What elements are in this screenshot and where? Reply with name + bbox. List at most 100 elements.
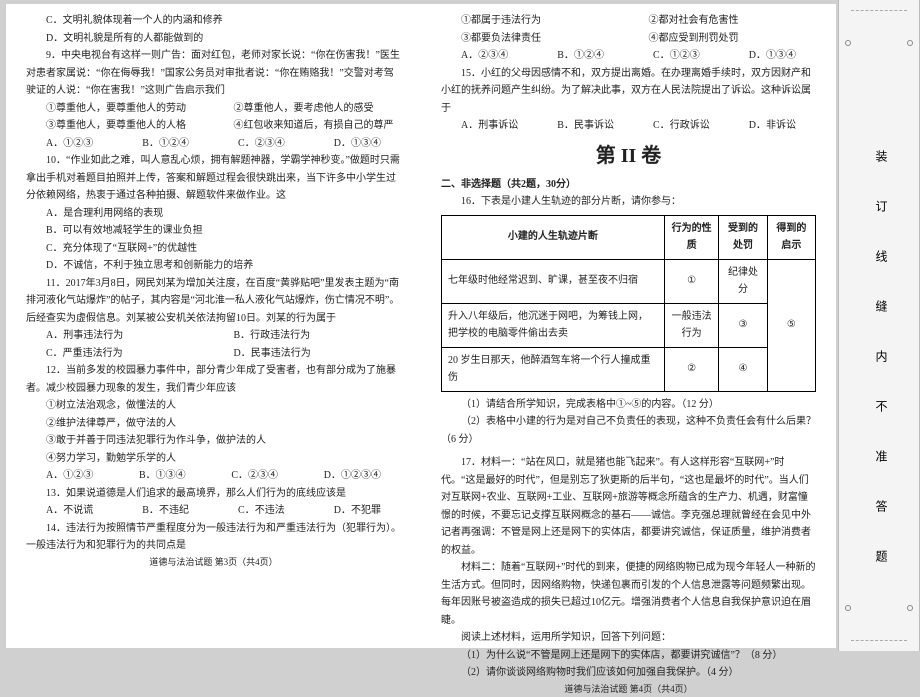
binding-strip: 装 订 线 缝 内 不 准 答 题 <box>838 0 920 651</box>
r2c2: 一般违法行为 <box>664 303 719 347</box>
bind-l7: 答 <box>873 500 890 512</box>
q14-row1: ①都属于违法行为 ②都对社会有危害性 <box>441 12 816 30</box>
page4-footer: 道德与法治试题 第4页（共4页） <box>441 682 816 697</box>
q14-options: A．②③④ B．①②④ C．①②③ D．①③④ <box>441 47 816 65</box>
page-3: C．文明礼貌体现着一个人的内涵和修养 D．文明礼貌是所有的人都能做到的 9．中央… <box>6 4 421 648</box>
q11-A: A．刑事违法行为 <box>26 327 214 345</box>
page3-footer: 道德与法治试题 第3页（共4页） <box>26 555 401 571</box>
q17-m2: 材料二：随着“互联网+”时代的到来，便捷的网络购物已成为现今年轻人一种新的生活方… <box>441 559 816 629</box>
q16-sub1: （1）请结合所学知识，完成表格中①~⑤的内容。（12 分） <box>441 396 816 414</box>
q14-o1: ①都属于违法行为 <box>441 12 629 30</box>
q13-B: B．不违纪 <box>142 502 189 520</box>
q9-B: B．①②④ <box>142 135 189 153</box>
q13-options: A．不说谎 B．不违纪 C．不违法 D．不犯罪 <box>26 502 401 520</box>
q12-1: ①树立法治观念，做懂法的人 <box>26 397 401 415</box>
r3c3: ④ <box>719 347 767 391</box>
th1: 小建的人生轨迹片断 <box>442 215 665 259</box>
q10-B: B．可以有效地减轻学生的课业负担 <box>26 222 401 240</box>
bind-l3: 缝 <box>873 300 890 312</box>
bind-l0: 装 <box>873 150 890 162</box>
r1c3: 纪律处分 <box>719 259 767 303</box>
section-2-title: 第 II 卷 <box>441 139 816 174</box>
q12-stem: 12．当前多发的校园暴力事件中，部分青少年成了受害者，也有部分成为了施暴者。减少… <box>26 362 401 397</box>
q12-D: D．①②③④ <box>324 467 381 485</box>
q10-C: C．充分体现了“互联网+”的优越性 <box>26 240 401 258</box>
bind-l1: 订 <box>873 200 890 212</box>
q15-D: D．非诉讼 <box>749 117 796 135</box>
q9-o4: ④红包收来知道后，有损自己的尊严 <box>214 117 402 135</box>
q11-B: B．行政违法行为 <box>214 327 402 345</box>
q13-A: A．不说谎 <box>46 502 93 520</box>
r1c2: ① <box>664 259 719 303</box>
q12-4: ④努力学习，勤勉学乐学的人 <box>26 450 401 468</box>
bind-l5: 不 <box>873 400 890 412</box>
q11-D: D．民事违法行为 <box>214 345 402 363</box>
q8-opt-d: D．文明礼貌是所有的人都能做到的 <box>26 30 401 48</box>
r3c1: 20 岁生日那天，他醉酒驾车将一个行人撞成重伤 <box>442 347 665 391</box>
q16-table: 小建的人生轨迹片断 行为的性质 受到的处罚 得到的启示 七年级时他经常迟到、旷课… <box>441 215 816 392</box>
q13-D: D．不犯罪 <box>334 502 381 520</box>
q12-A: A．①②③ <box>46 467 93 485</box>
q17-lead: 阅读上述材料，运用所学知识，回答下列问题： <box>441 629 816 647</box>
q17-m1: 17．材料一：“站在风口，就是猪也能飞起来”。有人这样形容“互联网+”时代。“这… <box>441 454 816 559</box>
bind-l8: 题 <box>873 550 890 562</box>
q10-D: D．不诚信，不利于独立思考和创新能力的培养 <box>26 257 401 275</box>
q15-A: A．刑事诉讼 <box>461 117 518 135</box>
q15-options: A．刑事诉讼 B．民事诉讼 C．行政诉讼 D．非诉讼 <box>441 117 816 135</box>
q17-2: （2）请你谈谈网络购物时我们应该如何加强自我保护。（4 分） <box>441 664 816 682</box>
q16-stem: 16．下表是小建人生轨迹的部分片断，请你参与： <box>441 193 816 211</box>
r1c1: 七年级时他经常迟到、旷课，甚至夜不归宿 <box>442 259 665 303</box>
th3: 受到的处罚 <box>719 215 767 259</box>
q14-C: C．①②③ <box>653 47 700 65</box>
q15-C: C．行政诉讼 <box>653 117 710 135</box>
q12-2: ②维护法律尊严，做守法的人 <box>26 415 401 433</box>
q13-C: C．不违法 <box>238 502 285 520</box>
q9-o1: ①尊重他人，要尊重他人的劳动 <box>26 100 214 118</box>
q14-A: A．②③④ <box>461 47 508 65</box>
q14-D: D．①③④ <box>749 47 796 65</box>
q11-stem: 11．2017年3月8日，网民刘某为增加关注度，在百度“黄骅贴吧”里发表主题为“… <box>26 275 401 328</box>
bind-l2: 线 <box>873 250 890 262</box>
q9-row2: ③尊重他人，要尊重他人的人格 ④红包收来知道后，有损自己的尊严 <box>26 117 401 135</box>
q9-stem: 9．中央电视台有这样一则广告：面对红包，老师对家长说：“你在伤害我！”医生对患者… <box>26 47 401 100</box>
page-4: ①都属于违法行为 ②都对社会有危害性 ③都要负法律责任 ④都应受到刑罚处罚 A．… <box>421 4 836 648</box>
r3c2: ② <box>664 347 719 391</box>
q14-stem: 14．违法行为按照情节严重程度分为一般违法行为和严重违法行为（犯罪行为）。一般违… <box>26 520 401 555</box>
q12-B: B．①③④ <box>139 467 186 485</box>
r2c1: 升入八年级后，他沉迷于网吧，为筹钱上网，把学校的电脑零件偷出去卖 <box>442 303 665 347</box>
q11-C: C．严重违法行为 <box>26 345 214 363</box>
q14-o4: ④都应受到刑罚处罚 <box>629 30 817 48</box>
bind-l6: 准 <box>873 450 890 462</box>
q14-o3: ③都要负法律责任 <box>441 30 629 48</box>
q14-o2: ②都对社会有危害性 <box>629 12 817 30</box>
q17-1: （1）为什么说“不管是网上还是网下的实体店，都要讲究诚信”？（8 分） <box>441 647 816 665</box>
q9-options: A．①②③ B．①②④ C．②③④ D．①③④ <box>26 135 401 153</box>
q9-row1: ①尊重他人，要尊重他人的劳动 ②尊重他人，要考虑他人的感受 <box>26 100 401 118</box>
th4: 得到的启示 <box>767 215 815 259</box>
q16-sub2: （2）表格中小建的行为是对自己不负责任的表现，这种不负责任会有什么后果？（6 分… <box>441 413 816 448</box>
section-2-head: 二、非选择题（共2题，30分） <box>441 176 816 194</box>
q10-stem: 10．“作业如此之难，叫人意乱心烦，拥有解题神器，学霸学神秒变。”做题时只需拿出… <box>26 152 401 205</box>
q9-o2: ②尊重他人，要考虑他人的感受 <box>214 100 402 118</box>
q9-C: C．②③④ <box>238 135 285 153</box>
q12-3: ③敢于并善于同违法犯罪行为作斗争，做护法的人 <box>26 432 401 450</box>
q9-D: D．①③④ <box>334 135 381 153</box>
exam-sheet: C．文明礼貌体现着一个人的内涵和修养 D．文明礼貌是所有的人都能做到的 9．中央… <box>6 4 836 648</box>
q13-stem: 13．如果说道德是人们追求的最高境界，那么人们行为的底线应该是 <box>26 485 401 503</box>
q9-A: A．①②③ <box>46 135 93 153</box>
q15-stem: 15．小红的父母因感情不和，双方提出离婚。在办理离婚手续时，双方因财产和小红的抚… <box>441 65 816 118</box>
q8-opt-c: C．文明礼貌体现着一个人的内涵和修养 <box>26 12 401 30</box>
q10-A: A．是合理利用网络的表现 <box>26 205 401 223</box>
th2: 行为的性质 <box>664 215 719 259</box>
q11-row2: C．严重违法行为 D．民事违法行为 <box>26 345 401 363</box>
r2c3: ③ <box>719 303 767 347</box>
q12-C: C．②③④ <box>231 467 278 485</box>
q14-B: B．①②④ <box>557 47 604 65</box>
r-merge: ⑤ <box>767 259 815 391</box>
bind-l4: 内 <box>873 350 890 362</box>
q11-row1: A．刑事违法行为 B．行政违法行为 <box>26 327 401 345</box>
q12-options: A．①②③ B．①③④ C．②③④ D．①②③④ <box>26 467 401 485</box>
q9-o3: ③尊重他人，要尊重他人的人格 <box>26 117 214 135</box>
q14-row2: ③都要负法律责任 ④都应受到刑罚处罚 <box>441 30 816 48</box>
q15-B: B．民事诉讼 <box>557 117 614 135</box>
